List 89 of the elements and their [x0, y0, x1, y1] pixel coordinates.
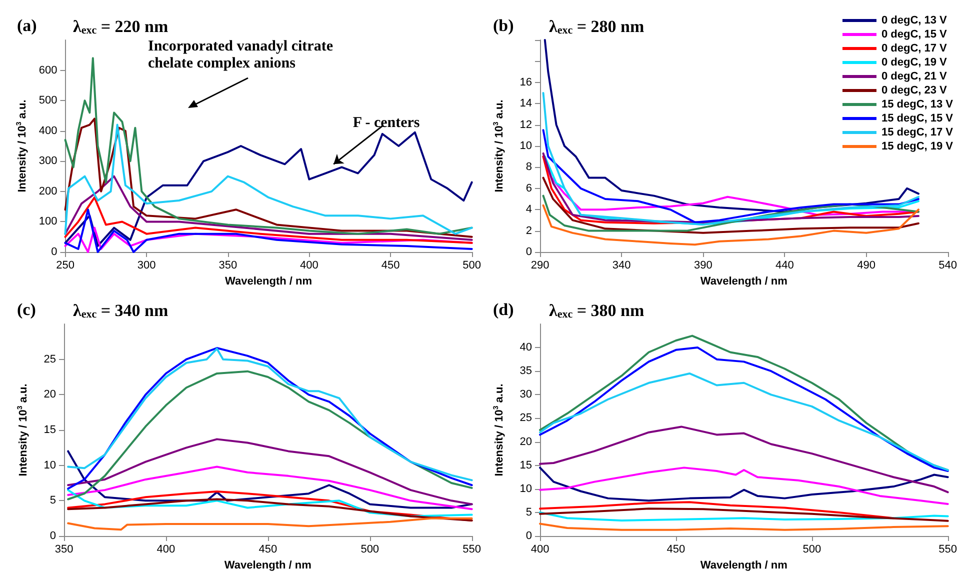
y-tick-label: 5 [526, 506, 532, 518]
legend-label: 0 degC, 13 V [881, 14, 948, 26]
line-series [542, 194, 920, 232]
y-tick-label: 25 [520, 412, 532, 424]
x-tick-label: 550 [938, 544, 958, 556]
x-tick-label: 390 [694, 260, 712, 272]
x-tick-label: 250 [56, 260, 74, 272]
y-tick-label: 400 [38, 124, 58, 137]
y-tick-label: 14 [520, 98, 532, 110]
line-series [539, 508, 949, 522]
y-tick-label: 40 [520, 342, 532, 354]
y-tick-label: 30 [520, 388, 532, 401]
line-series [539, 522, 949, 531]
chart-title: (a) [17, 16, 37, 35]
y-tick-label: 15 [44, 424, 56, 436]
y-tick-label: 15 [520, 459, 532, 472]
y-tick-label: 600 [38, 64, 58, 76]
legend-label: 15 degC, 17 V [881, 126, 954, 138]
x-tick-label: 350 [218, 260, 238, 272]
y-tick-label: 10 [44, 459, 56, 472]
y-tick-label: 0 [51, 246, 58, 258]
y-tick-label: 20 [44, 388, 56, 401]
y-tick-label: 25 [44, 353, 56, 366]
legend-label: 15 degC, 19 V [881, 140, 954, 152]
line-series [67, 517, 473, 531]
x-axis-title: Wavelength / nm [700, 275, 788, 288]
y-tick-label: 0 [50, 530, 56, 542]
line-series [67, 450, 473, 509]
legend-label: 15 degC, 15 V [881, 112, 954, 124]
chart-title: (c) [17, 300, 36, 319]
x-tick-label: 500 [802, 544, 822, 556]
x-tick-label: 350 [54, 544, 74, 556]
x-tick-label: 400 [156, 544, 176, 556]
y-tick-label: 16 [520, 76, 532, 88]
y-tick-label: 0 [526, 530, 532, 542]
chart-title: (b) [493, 16, 514, 35]
legend-label: 0 degC, 17 V [881, 42, 948, 54]
line-series [64, 175, 473, 241]
legend-label: 0 degC, 21 V [881, 70, 948, 82]
y-tick-label: 8 [526, 161, 532, 174]
y-tick-label: 300 [38, 155, 58, 168]
y-tick-label: 12 [520, 118, 532, 131]
y-tick-label: 6 [526, 182, 532, 194]
legend-label: 0 degC, 23 V [881, 84, 948, 96]
line-series [67, 498, 473, 522]
legend-label: 0 degC, 19 V [881, 56, 948, 68]
y-tick-label: 2 [526, 224, 532, 237]
y-tick-label: 35 [520, 365, 532, 378]
line-series [67, 438, 473, 506]
x-tick-label: 490 [857, 260, 876, 272]
legend-label: 15 degC, 13 V [881, 98, 954, 110]
line-series [64, 131, 473, 247]
y-tick-label: 10 [520, 482, 532, 495]
line-series [64, 57, 473, 235]
line-series [539, 511, 949, 522]
y-tick-label: 500 [38, 94, 58, 107]
x-tick-label: 450 [381, 260, 400, 272]
x-tick-label: 450 [258, 544, 278, 556]
x-tick-label: 540 [938, 260, 958, 272]
y-tick-label: 4 [526, 204, 532, 216]
x-tick-label: 290 [530, 260, 550, 272]
line-series [64, 196, 473, 244]
line-series [542, 204, 920, 246]
x-axis-title: Wavelength / nm [700, 559, 788, 572]
x-tick-label: 550 [462, 544, 482, 556]
x-tick-label: 450 [666, 544, 686, 556]
y-tick-label: 5 [50, 494, 56, 507]
y-tick-label: 100 [38, 216, 58, 228]
x-tick-label: 440 [776, 260, 794, 272]
line-series [67, 370, 473, 500]
line-series [539, 372, 949, 472]
annotation: Incorporated vanadyl citrate chelate complex anions [148, 38, 337, 72]
x-tick-label: 300 [137, 260, 156, 272]
x-tick-label: 400 [300, 260, 318, 272]
x-tick-label: 340 [612, 260, 631, 272]
y-tick-label: 20 [520, 436, 532, 448]
y-tick-label: 0 [526, 246, 532, 258]
y-tick-label: 10 [520, 140, 532, 152]
chart-title: (d) [493, 300, 514, 319]
y-tick-label: 200 [38, 185, 58, 198]
legend-label: 0 degC, 15 V [881, 28, 948, 40]
annotation: F - centers [352, 114, 420, 131]
x-tick-label: 500 [360, 544, 380, 556]
line-series [542, 176, 920, 234]
x-tick-label: 500 [462, 260, 482, 272]
x-axis-title: Wavelength / nm [225, 275, 312, 288]
line-series [539, 426, 949, 494]
line-series [67, 466, 473, 510]
x-axis-title: Wavelength / nm [224, 559, 312, 572]
